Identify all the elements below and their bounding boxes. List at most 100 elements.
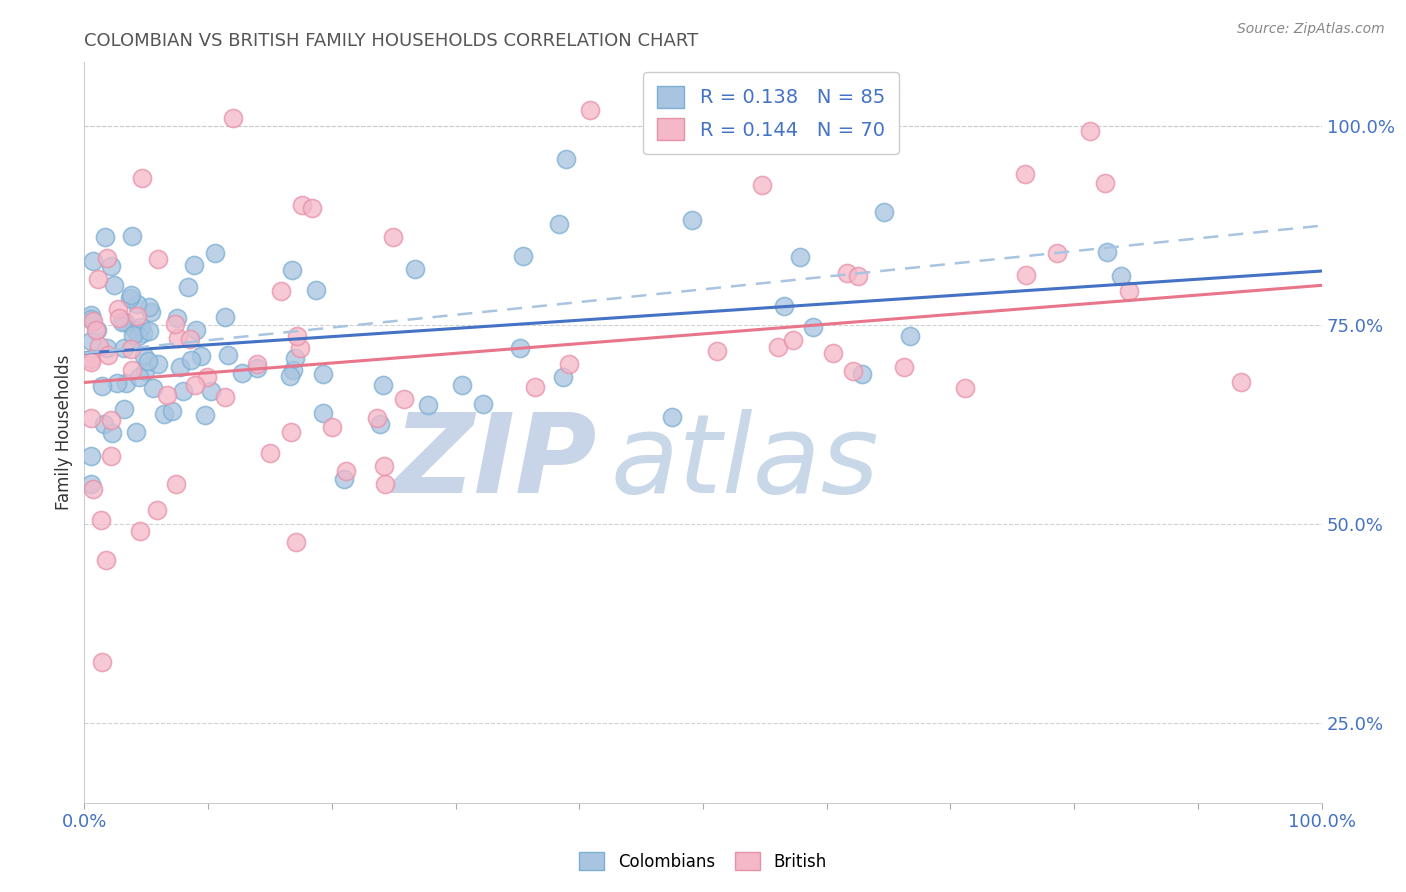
Point xyxy=(184,323,207,337)
Point xyxy=(301,201,323,215)
Point xyxy=(82,483,104,497)
Point xyxy=(661,410,683,425)
Point xyxy=(955,381,977,395)
Point xyxy=(156,388,179,402)
Point xyxy=(789,250,811,264)
Point xyxy=(108,311,131,326)
Point xyxy=(80,308,103,322)
Point xyxy=(127,329,149,343)
Point xyxy=(134,349,156,363)
Point xyxy=(416,398,439,412)
Point xyxy=(94,553,117,567)
Point xyxy=(246,357,269,371)
Text: ZIP: ZIP xyxy=(394,409,598,516)
Point xyxy=(146,502,169,516)
Point xyxy=(280,425,302,439)
Point xyxy=(107,302,129,317)
Point xyxy=(190,349,212,363)
Legend: Colombians, British: Colombians, British xyxy=(571,844,835,880)
Point xyxy=(214,390,236,404)
Point xyxy=(285,329,308,343)
Point xyxy=(1109,269,1132,284)
Point xyxy=(450,378,472,392)
Point xyxy=(134,364,156,378)
Point xyxy=(111,315,134,329)
Point xyxy=(1014,167,1036,181)
Point xyxy=(284,351,307,366)
Point xyxy=(96,251,118,265)
Point xyxy=(87,339,110,353)
Point xyxy=(169,360,191,375)
Point xyxy=(176,280,198,294)
Point xyxy=(706,344,728,359)
Point xyxy=(132,326,155,340)
Point xyxy=(1094,176,1116,190)
Point xyxy=(373,378,395,392)
Point xyxy=(80,477,103,491)
Point xyxy=(751,178,773,193)
Point xyxy=(129,524,152,539)
Text: Source: ZipAtlas.com: Source: ZipAtlas.com xyxy=(1237,22,1385,37)
Point xyxy=(129,319,152,334)
Point xyxy=(394,392,416,407)
Point xyxy=(125,297,148,311)
Text: COLOMBIAN VS BRITISH FAMILY HOUSEHOLDS CORRELATION CHART: COLOMBIAN VS BRITISH FAMILY HOUSEHOLDS C… xyxy=(84,32,699,50)
Point xyxy=(84,322,107,336)
Point xyxy=(551,370,574,384)
Point xyxy=(270,284,292,298)
Point xyxy=(524,380,547,394)
Point xyxy=(374,477,396,491)
Point xyxy=(160,403,183,417)
Point xyxy=(509,341,531,355)
Point xyxy=(382,230,405,244)
Point xyxy=(114,315,136,329)
Point xyxy=(165,476,187,491)
Point xyxy=(87,272,110,286)
Point xyxy=(79,355,101,369)
Point xyxy=(898,329,921,343)
Point xyxy=(305,283,328,297)
Point xyxy=(231,367,253,381)
Point xyxy=(112,341,135,355)
Point xyxy=(558,357,581,371)
Point xyxy=(184,378,207,392)
Point xyxy=(153,407,176,421)
Point xyxy=(138,354,160,368)
Point xyxy=(166,310,188,325)
Point xyxy=(138,300,160,314)
Point xyxy=(1046,245,1069,260)
Point xyxy=(125,425,148,440)
Point xyxy=(801,320,824,334)
Point xyxy=(120,291,142,305)
Point xyxy=(82,254,104,268)
Point xyxy=(193,409,215,423)
Point xyxy=(1230,375,1253,389)
Point xyxy=(200,384,222,398)
Point xyxy=(823,346,845,360)
Point xyxy=(90,513,112,527)
Point xyxy=(1014,268,1036,282)
Point xyxy=(766,341,789,355)
Point xyxy=(512,249,534,263)
Point xyxy=(120,287,142,301)
Point xyxy=(94,230,117,244)
Point xyxy=(131,170,153,185)
Point xyxy=(404,261,426,276)
Point xyxy=(366,410,388,425)
Point xyxy=(204,245,226,260)
Point xyxy=(101,425,124,440)
Point xyxy=(291,198,314,212)
Point xyxy=(121,363,143,377)
Point xyxy=(555,152,578,166)
Point xyxy=(142,382,165,396)
Point xyxy=(195,369,218,384)
Point xyxy=(97,347,120,361)
Point xyxy=(82,314,104,328)
Point xyxy=(93,417,115,432)
Point xyxy=(146,357,169,371)
Point xyxy=(120,343,142,357)
Point xyxy=(138,324,160,338)
Point xyxy=(79,449,101,463)
Point xyxy=(842,364,865,378)
Point xyxy=(281,263,304,277)
